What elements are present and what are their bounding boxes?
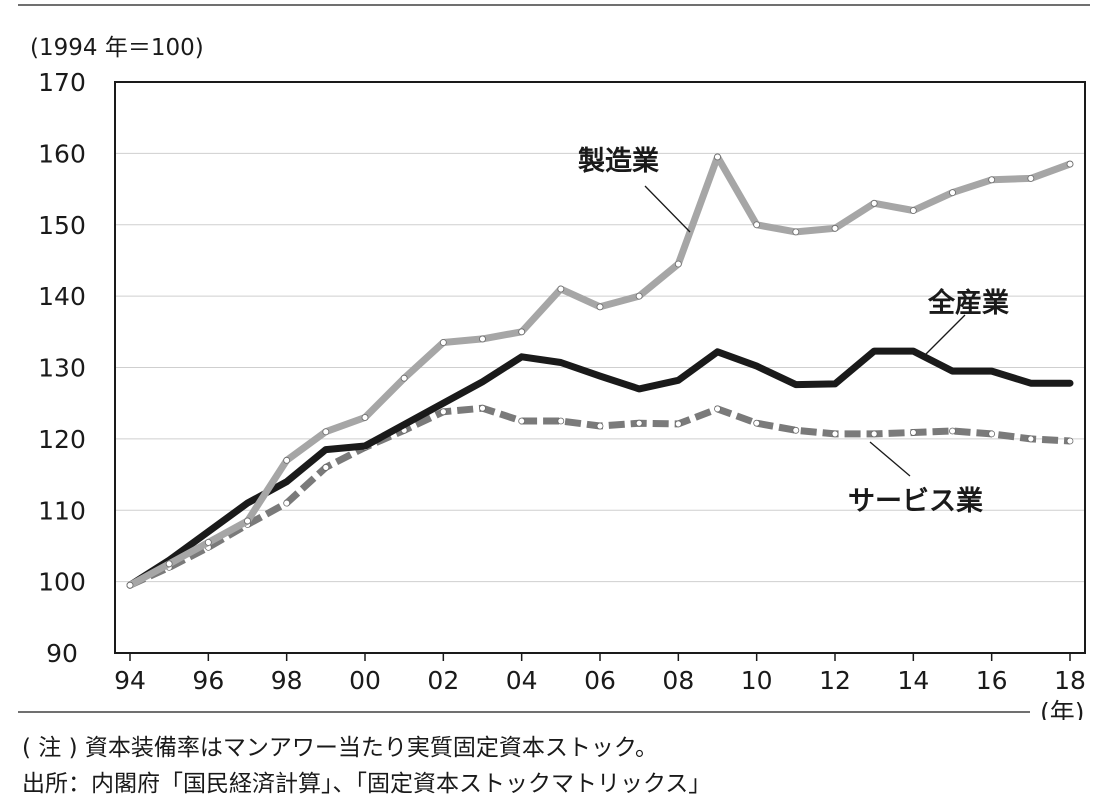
label-services: サービス業: [848, 486, 983, 517]
series-0-point-1995: [165, 560, 173, 568]
label-all-industries: 全産業: [927, 287, 1009, 319]
series-2-point-2014: [909, 429, 917, 436]
series-0-point-2007: [635, 292, 643, 300]
series-2-point-2018: [1066, 437, 1074, 445]
series-0-point-2015: [949, 189, 956, 197]
series-lines: [126, 153, 1074, 589]
series-0-point-1994: [126, 581, 134, 589]
footnote-source: 出所：内閣府「国民経済計算」、「固定資本ストックマトリックス」: [22, 771, 712, 797]
series-2-point-2016: [988, 430, 996, 438]
leader-services: [869, 441, 911, 477]
series-0-point-1998: [283, 456, 291, 464]
series-0-point-2002: [439, 339, 447, 346]
series-0-point-2010: [753, 221, 761, 229]
line-chart: (1994 年＝100) 90100110120130140150160170 …: [18, 4, 1090, 720]
series-0-point-2018: [1066, 160, 1074, 168]
y-tick-label-150: 150: [38, 211, 86, 240]
plot-frame: [114, 81, 1086, 654]
label-manufacturing: 製造業: [578, 146, 659, 177]
series-line-1: [126, 347, 1074, 589]
x-tick-label-1996: 96: [192, 666, 224, 695]
series-2-point-2007: [635, 419, 643, 427]
y-tick-label-130: 130: [38, 354, 86, 383]
x-tick-label-2014: 14: [897, 666, 929, 695]
series-line-0: [126, 153, 1074, 589]
series-0-point-2012: [831, 224, 839, 232]
x-tick-label-2010: 10: [741, 666, 773, 695]
series-0-point-2001: [400, 374, 408, 382]
y-tick-label-90: 90: [46, 639, 78, 668]
series-0-point-2017: [1027, 174, 1035, 182]
x-tick-label-2018: 18: [1054, 666, 1086, 695]
series-2-point-2005: [557, 417, 565, 425]
y-tick-label-160: 160: [38, 139, 86, 168]
series-0-point-2014: [909, 207, 917, 214]
x-tick-label-1994: 94: [114, 666, 146, 695]
x-tick-label-2016: 16: [976, 666, 1008, 695]
x-axis-ticks: 94 96 98 00 02 04 06 08 10 12 14 16 18: [114, 653, 1086, 695]
series-2-point-2008: [674, 420, 682, 428]
series-0-point-2008: [674, 260, 682, 268]
y-tick-label-110: 110: [38, 496, 86, 525]
series-0-point-2011: [792, 228, 800, 236]
series-0-point-2006: [596, 303, 604, 311]
series-2-point-2003: [479, 404, 486, 412]
x-tick-label-1998: 98: [271, 666, 303, 695]
series-0-point-2000: [361, 414, 369, 421]
series-2-point-2012: [831, 430, 839, 438]
series-0-point-2013: [870, 199, 878, 207]
y-tick-label-120: 120: [38, 425, 86, 454]
y-tick-label-140: 140: [38, 282, 86, 311]
x-tick-label-2006: 06: [584, 666, 616, 695]
footnote-note: ( 注 ) 資本装備率はマンアワー当たり実質固定資本ストック。: [22, 735, 659, 761]
y-tick-label-100: 100: [38, 568, 86, 597]
series-0-point-1997: [244, 517, 251, 525]
series-2-point-2015: [949, 427, 956, 435]
series-0-point-2016: [988, 176, 996, 184]
leader-manufacturing: [644, 185, 691, 233]
series-2-point-2017: [1027, 435, 1035, 443]
series-2-point-2011: [792, 426, 800, 434]
x-tick-label-2004: 04: [506, 666, 538, 695]
x-tick-label-2000: 00: [349, 666, 381, 695]
y-tick-label-170: 170: [38, 68, 86, 97]
series-2-point-2006: [596, 422, 604, 430]
series-2-point-2010: [753, 419, 761, 427]
series-0-point-2003: [479, 335, 486, 343]
y-axis-ticks: 90 100 110 120 130 140 150 160 170: [38, 68, 86, 668]
series-0-point-2004: [518, 328, 526, 336]
x-tick-label-2012: 12: [819, 666, 851, 695]
series-2-point-2013: [870, 430, 878, 438]
series-2-point-1999: [322, 464, 330, 471]
series-0-point-2009: [714, 153, 721, 161]
x-tick-label-2002: 02: [427, 666, 459, 695]
series-2-point-1998: [283, 499, 291, 507]
series-0-point-1999: [322, 428, 330, 436]
series-2-point-2004: [518, 417, 526, 425]
y-axis-unit-label: (1994 年＝100): [30, 35, 204, 61]
leader-all-industries: [924, 314, 966, 356]
series-2-point-2009: [714, 405, 721, 413]
series-0-point-2005: [557, 285, 565, 293]
series-0-point-1996: [204, 538, 212, 546]
x-axis-unit-label: (年): [1040, 698, 1085, 720]
series-2-point-2002: [439, 408, 447, 416]
x-tick-label-2008: 08: [662, 666, 694, 695]
